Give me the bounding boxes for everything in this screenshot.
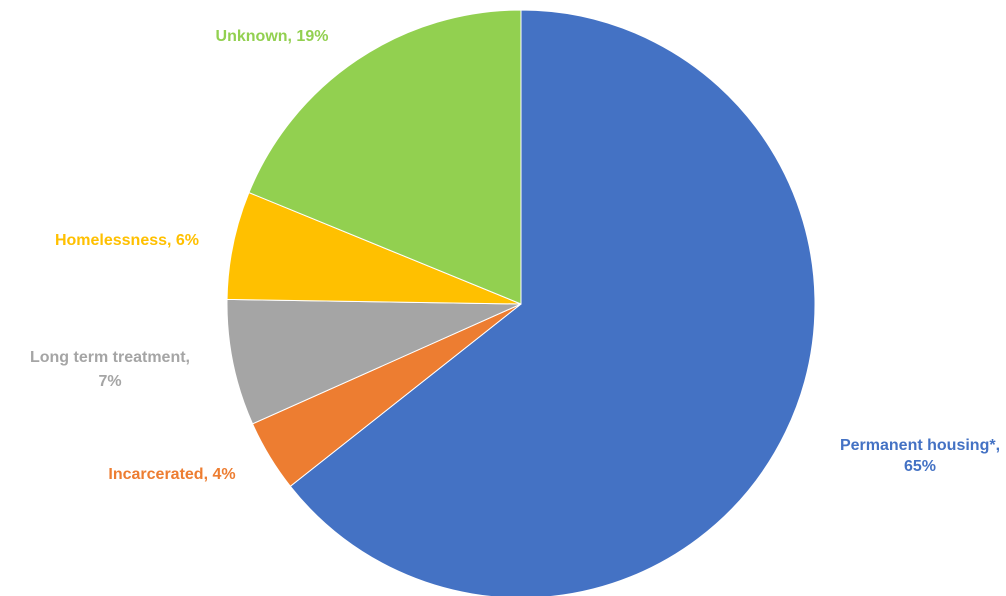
label-permanent-housing-line1: Permanent housing*, <box>840 437 1000 454</box>
label-homelessness: Homelessness, 6% <box>55 232 199 249</box>
pie-slices <box>226 9 816 596</box>
pie-slice-long-term-treatment <box>226 298 522 425</box>
slice-label-permanent-housing: Permanent housing*, 65% <box>840 437 1000 475</box>
label-long-term-treatment-line2: 7% <box>98 373 121 390</box>
label-permanent-housing-line2: 65% <box>904 458 936 475</box>
label-long-term-treatment-line1: Long term treatment, <box>30 349 190 366</box>
label-unknown: Unknown, 19% <box>216 28 329 45</box>
pie-slice-permanent-housing <box>289 9 816 596</box>
label-incarcerated: Incarcerated, 4% <box>108 466 235 483</box>
slice-label-long-term-treatment: Long term treatment, 7% <box>30 349 190 390</box>
pie-slice-unknown <box>248 9 522 305</box>
